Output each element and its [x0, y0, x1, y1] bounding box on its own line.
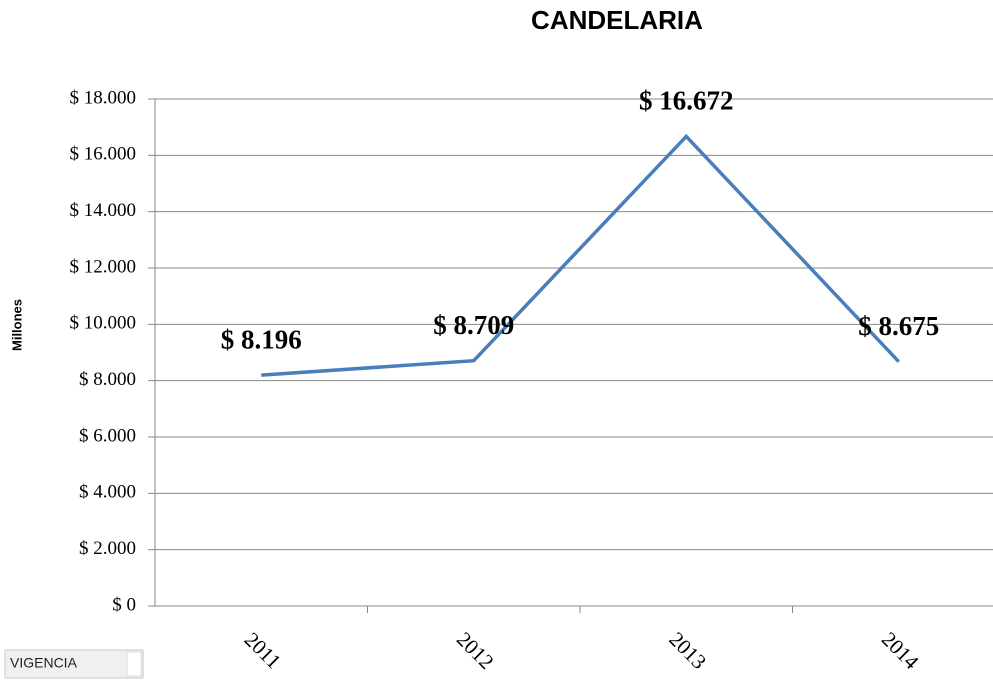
field-button[interactable]: VIGENCIA — [4, 649, 144, 679]
y-tick-label: $ 16.000 — [70, 144, 137, 165]
y-tick-label: $ 2.000 — [79, 538, 136, 559]
data-label: $ 8.196 — [221, 324, 302, 354]
y-axis-title: Millones — [9, 299, 24, 351]
button-dropdown[interactable] — [126, 651, 142, 677]
chart-title: CANDELARIA — [531, 5, 703, 35]
y-tick-label: $ 8.000 — [79, 369, 136, 390]
x-tick-label: 2014 — [877, 627, 924, 674]
y-tick-label: $ 12.000 — [70, 256, 137, 277]
data-label: $ 16.672 — [639, 86, 734, 116]
y-tick-label: $ 10.000 — [70, 313, 137, 334]
x-tick-label: 2011 — [240, 627, 286, 673]
button-bg — [4, 649, 144, 679]
line — [261, 133, 901, 377]
x-tick-label: 2012 — [452, 627, 499, 674]
button-label: VIGENCIA — [10, 655, 78, 671]
y-tick-label: $ 4.000 — [79, 482, 136, 503]
y-tick-label: $ 14.000 — [70, 200, 137, 221]
data-label: $ 8.675 — [858, 311, 939, 341]
data-label: $ 8.709 — [433, 310, 514, 340]
y-tick-label: $ 18.000 — [70, 87, 137, 108]
y-tick-label: $ 0 — [112, 594, 136, 615]
y-tick-label: $ 6.000 — [79, 425, 136, 446]
x-tick-label: 2013 — [664, 627, 711, 674]
